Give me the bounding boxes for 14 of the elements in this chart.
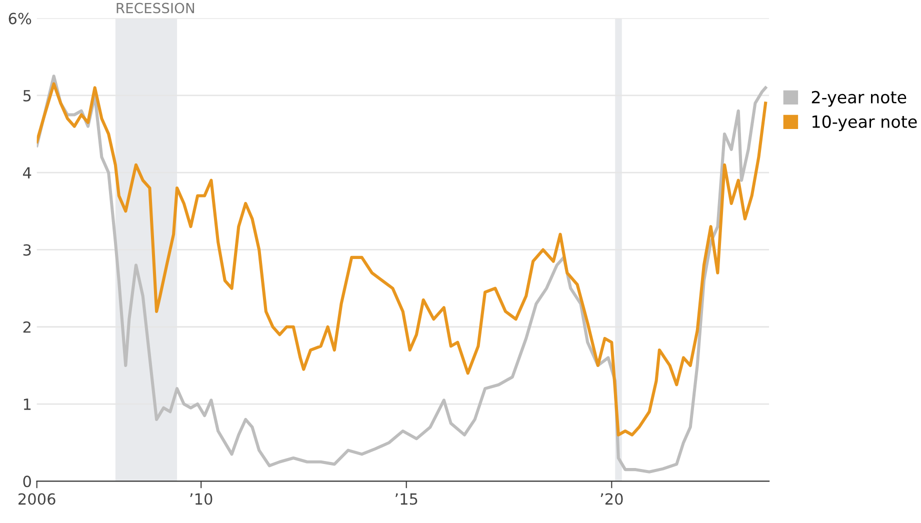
y-tick-label: 1 (24, 398, 31, 410)
x-tick-label: ’20 (600, 493, 623, 505)
y-tick-label: 6% (8, 12, 32, 24)
y-tick-label: 3 (23, 244, 31, 256)
y-tick-label: 5 (23, 90, 31, 102)
legend-label: 10-year note (812, 115, 917, 132)
band-label: RECESSION (116, 2, 194, 14)
x-tick-label: ’15 (396, 493, 418, 505)
x-tick-label: ’10 (190, 493, 212, 505)
y-tick-label: 4 (23, 167, 32, 178)
x-tick-label: 2006 (18, 493, 56, 505)
y-tick-label: 0 (23, 476, 31, 488)
y-tick-label: 2 (23, 321, 30, 333)
legend-label: 2-year note (812, 90, 906, 107)
